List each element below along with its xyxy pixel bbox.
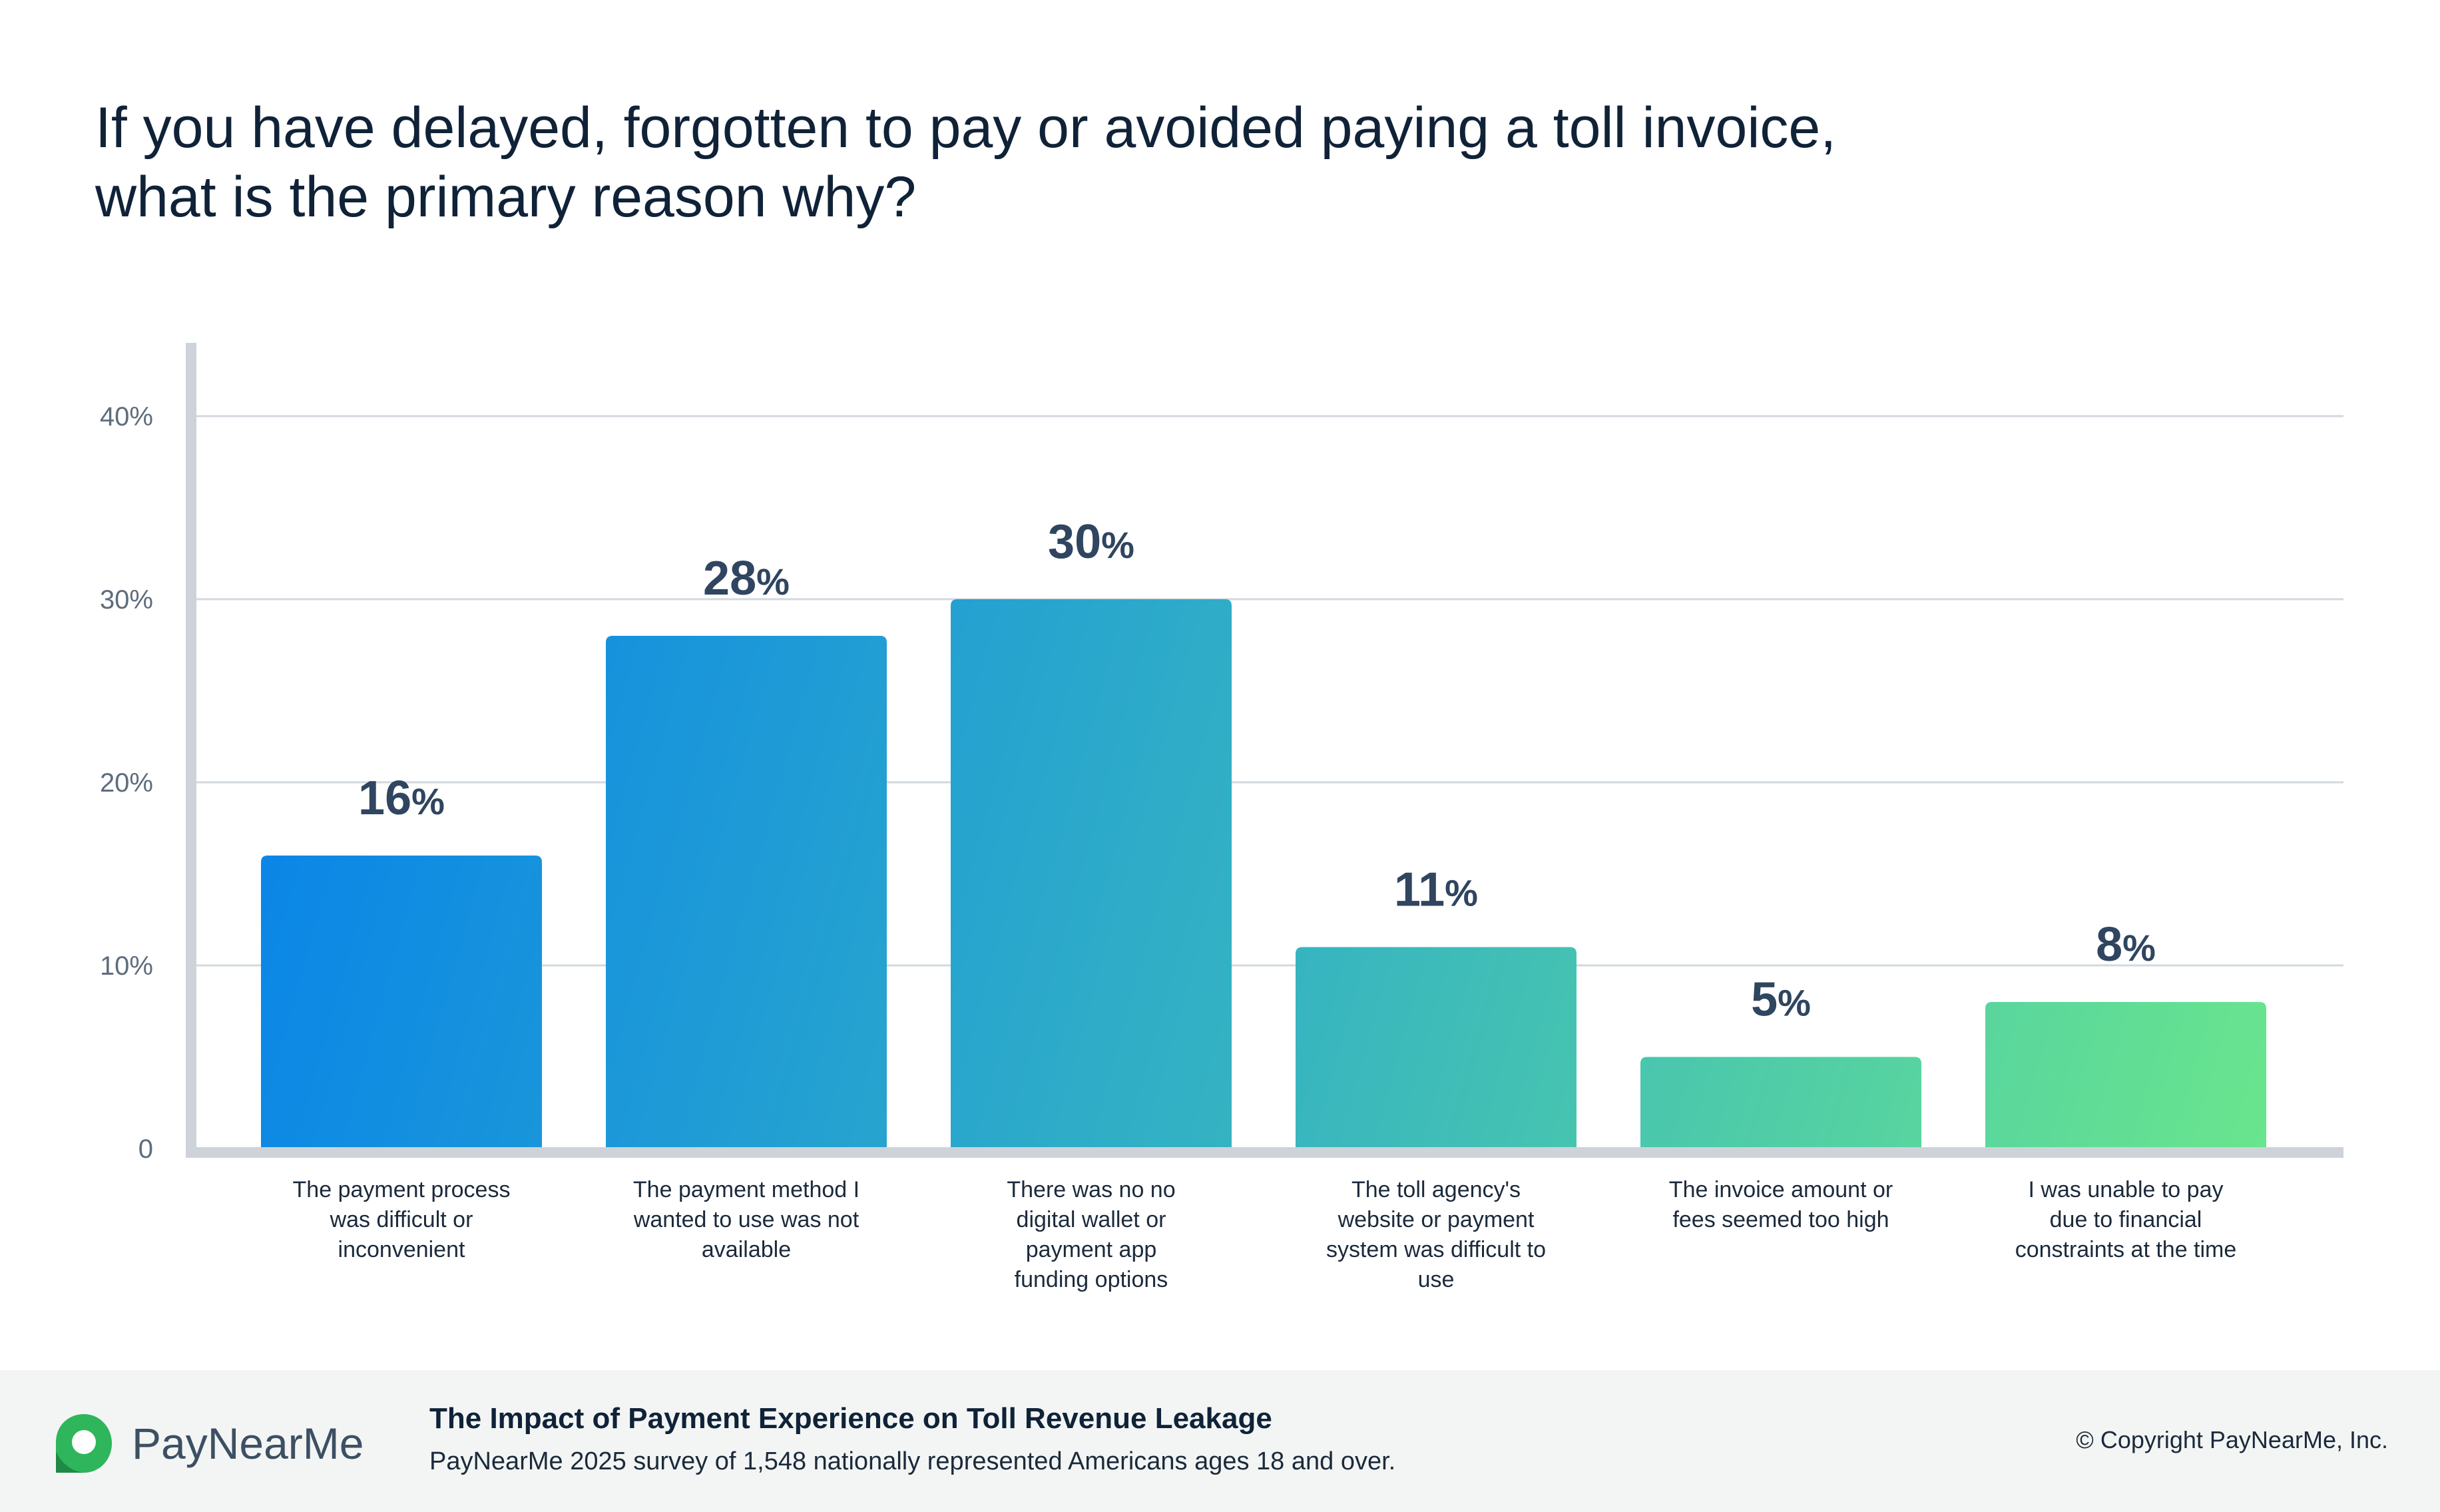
- category-label: The invoice amount or fees seemed too hig…: [1669, 1177, 1893, 1232]
- grid-lines: [192, 415, 2343, 967]
- bar: [1640, 1057, 1921, 1148]
- chart-title-line-1: If you have delayed, forgotten to pay or…: [95, 96, 1837, 160]
- copyright: © Copyright PayNearMe, Inc.: [2076, 1426, 2388, 1453]
- brand-name: PayNearMe: [132, 1419, 364, 1468]
- bar: [1985, 1002, 2266, 1148]
- data-label: 11%: [1394, 864, 1478, 917]
- axes: [186, 343, 2343, 1158]
- y-tick-label: 20%: [100, 768, 153, 798]
- bar: [261, 856, 542, 1148]
- x-axis-line: [186, 1147, 2343, 1158]
- data-label: 30%: [1048, 515, 1134, 569]
- footer: PayNearMe The Impact of Payment Experien…: [0, 1370, 2440, 1512]
- bar: [951, 599, 1232, 1148]
- y-tick-label: 10%: [100, 951, 153, 981]
- data-label: 28%: [703, 552, 790, 605]
- category-label: I was unable to pay due to financial const…: [2015, 1177, 2237, 1262]
- category-label: The payment process was difficult or incon…: [293, 1177, 511, 1262]
- category-labels: The payment process was difficult or incon…: [293, 1177, 2237, 1292]
- data-labels: 16% 28% 30% 11% 5% 8%: [358, 515, 2156, 1027]
- report-title: The Impact of Payment Experience on Toll…: [429, 1402, 1272, 1435]
- y-tick-label: 0: [138, 1134, 153, 1164]
- brand-logo[interactable]: PayNearMe: [52, 1410, 364, 1477]
- bar: [606, 636, 887, 1148]
- chart-title-line-2: what is the primary reason why?: [95, 165, 917, 229]
- y-tick-label: 30%: [100, 585, 153, 615]
- category-label: There was no no digital wallet or payment …: [1007, 1177, 1175, 1292]
- bars: [261, 599, 2266, 1148]
- y-tick-label: 40%: [100, 402, 153, 431]
- data-label: 16%: [358, 772, 445, 825]
- category-label: The toll agency's website or payment syste…: [1326, 1177, 1546, 1292]
- chart-title: If you have delayed, forgotten to pay or…: [95, 93, 2092, 232]
- y-axis-line: [186, 343, 196, 1154]
- data-label: 8%: [2096, 918, 2156, 971]
- bar-chart: 0 10% 20% 30% 40% 16% 28% 30% 11% 5% 8% The payme…: [100, 343, 2343, 1292]
- y-axis-tick-labels: 0 10% 20% 30% 40%: [100, 402, 153, 1164]
- bar: [1296, 947, 1577, 1148]
- paynearme-logo-icon: [56, 1414, 112, 1473]
- survey-note: PayNearMe 2025 survey of 1,548 nationall…: [429, 1447, 1396, 1475]
- data-label: 5%: [1751, 973, 1811, 1027]
